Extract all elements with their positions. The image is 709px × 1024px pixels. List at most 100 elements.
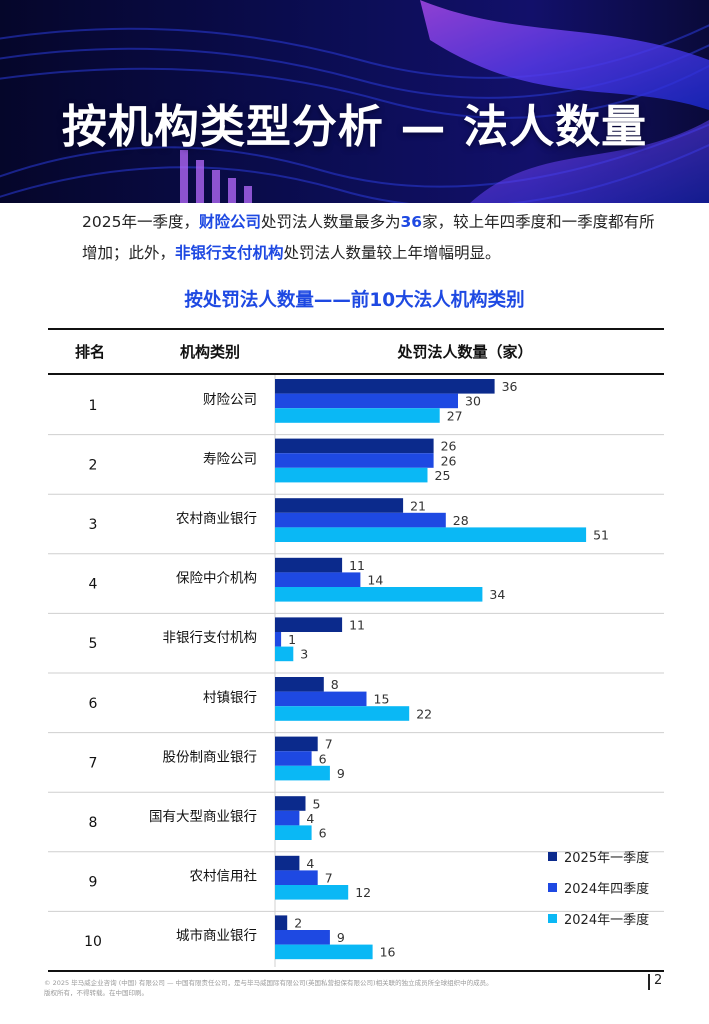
bar-value-label: 9	[337, 930, 345, 945]
legend-swatch	[548, 852, 557, 861]
intro-highlight: 非银行支付机构	[175, 244, 284, 262]
legend-swatch	[548, 883, 557, 892]
legend-label: 2024年四季度	[564, 881, 649, 897]
intro-text: 家，较上年四季度和一季度都有所增加；此外，	[82, 213, 655, 262]
rank-label: 2	[89, 457, 98, 473]
rank-label: 5	[89, 636, 98, 652]
bar	[275, 587, 483, 602]
chart-title: 按处罚法人数量——前10大法人机构类别	[184, 290, 525, 311]
rank-label: 1	[89, 398, 98, 414]
bar-value-label: 12	[355, 885, 371, 900]
bar	[275, 930, 330, 945]
category-label: 保险中介机构	[176, 571, 257, 587]
header-category: 机构类别	[180, 343, 240, 361]
category-label: 非银行支付机构	[163, 630, 258, 646]
rank-label: 6	[89, 696, 98, 712]
bar-value-label: 11	[349, 618, 365, 633]
intro-highlight: 财险公司	[198, 213, 261, 231]
header-value: 处罚法人数量（家）	[396, 343, 532, 361]
category-label: 农村商业银行	[176, 511, 257, 527]
category-label: 村镇银行	[203, 690, 257, 706]
bar-value-label: 26	[441, 439, 457, 454]
intro-text: 2025年一季度，	[82, 213, 199, 231]
bar	[275, 706, 410, 721]
legend-label: 2024年一季度	[564, 912, 649, 928]
page-number: 2	[654, 973, 663, 988]
bar	[275, 677, 324, 692]
bar	[275, 796, 306, 811]
intro-text: 处罚法人数量较上年增幅明显。	[283, 244, 501, 262]
rank-label: 9	[89, 875, 98, 891]
bar-value-label: 21	[410, 498, 426, 513]
bar	[275, 393, 458, 409]
bar-value-label: 15	[374, 692, 390, 707]
bar	[275, 438, 434, 454]
bar	[275, 736, 318, 752]
bar	[275, 751, 312, 766]
bar	[275, 885, 349, 900]
bar	[275, 765, 330, 781]
bar-value-label: 36	[502, 379, 518, 394]
category-label: 农村信用社	[190, 869, 258, 885]
bar-value-label: 14	[367, 573, 383, 588]
bar-value-label: 27	[447, 408, 463, 423]
bar-value-label: 9	[337, 766, 345, 781]
bar	[275, 617, 343, 632]
header-rank: 排名	[75, 343, 105, 361]
bar	[275, 557, 343, 573]
bar	[275, 632, 282, 647]
bar-value-label: 30	[465, 394, 481, 409]
bar-value-label: 25	[435, 468, 451, 483]
bar	[275, 453, 434, 468]
bar	[275, 379, 495, 394]
bar-value-label: 51	[593, 528, 609, 543]
bar-value-label: 16	[380, 945, 396, 960]
bar-value-label: 26	[441, 453, 457, 468]
bar-value-label: 34	[489, 587, 505, 602]
bar-value-label: 2	[294, 916, 302, 931]
bar	[275, 572, 361, 587]
bar-value-label: 28	[453, 513, 469, 528]
intro-highlight: 36	[400, 213, 423, 231]
bar	[275, 825, 312, 840]
bar	[275, 408, 440, 423]
category-label: 财险公司	[203, 392, 257, 408]
bar	[275, 944, 373, 960]
bar-value-label: 3	[300, 647, 308, 662]
bar-value-label: 1	[288, 632, 296, 647]
bar-value-label: 22	[416, 706, 432, 721]
rank-label: 7	[89, 755, 98, 771]
bar	[275, 810, 300, 826]
bar-value-label: 11	[349, 558, 365, 573]
bar	[275, 870, 318, 885]
rank-label: 3	[89, 517, 98, 533]
intro-text: 处罚法人数量最多为	[260, 213, 401, 231]
category-label: 股份制商业银行	[163, 749, 258, 765]
legend-swatch	[548, 914, 557, 923]
bar-value-label: 4	[306, 811, 314, 826]
category-label: 国有大型商业银行	[149, 809, 257, 825]
bar	[275, 527, 587, 542]
bar	[275, 498, 404, 513]
footer-line-2: 版权所有，不得转载。在中国印刷。	[44, 989, 148, 997]
bar-value-label: 7	[325, 737, 333, 752]
banner-artwork	[0, 0, 709, 203]
rank-label: 4	[89, 577, 98, 593]
footer-line-1: © 2025 毕马威企业咨询 (中国) 有限公司 — 中国有限责任公司，是与毕马…	[44, 979, 493, 987]
bar-value-label: 6	[319, 826, 327, 841]
footer-copyright: © 2025 毕马威企业咨询 (中国) 有限公司 — 中国有限责任公司，是与毕马…	[44, 978, 493, 998]
rank-label: 8	[89, 815, 98, 831]
bar	[275, 855, 300, 871]
bar	[275, 646, 294, 662]
bar	[275, 691, 367, 707]
page-title: 按机构类型分析 — 法人数量	[61, 100, 648, 153]
bar-value-label: 4	[306, 856, 314, 871]
header-banner	[0, 0, 709, 203]
rank-label: 10	[84, 934, 102, 950]
bar-value-label: 7	[325, 871, 333, 886]
bar-value-label: 8	[331, 677, 339, 692]
bar	[275, 915, 288, 930]
category-label: 寿险公司	[203, 450, 257, 467]
bar	[275, 512, 446, 528]
legend-label: 2025年一季度	[564, 850, 649, 866]
